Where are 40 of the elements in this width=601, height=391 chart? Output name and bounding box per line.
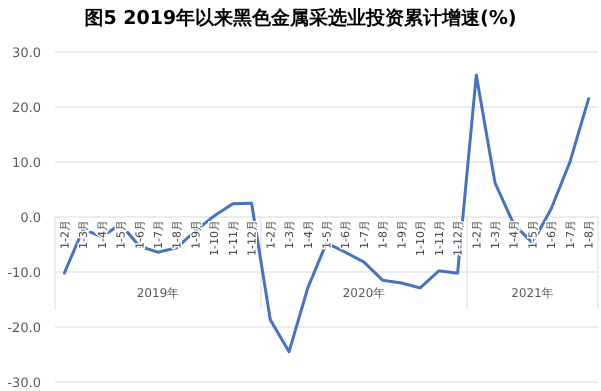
- x-tick-label: 1-12月: [246, 220, 259, 256]
- y-tick-label: -30.0: [7, 376, 41, 391]
- x-tick-label: 1-9月: [395, 220, 408, 249]
- x-tick-label: 1-7月: [358, 220, 371, 249]
- x-tick-label: 1-2月: [264, 220, 278, 249]
- x-tick-label: 1-9月: [189, 220, 202, 249]
- x-tick-label: 1-11月: [226, 220, 240, 256]
- x-tick-label: 1-2月: [58, 220, 72, 249]
- x-tick-label: 1-5月: [320, 220, 334, 249]
- x-tick-label: 1-6月: [545, 220, 558, 249]
- x-tick-label: 1-4月: [96, 220, 109, 249]
- y-tick-label: 20.0: [12, 101, 41, 116]
- x-tick-label: 1-2月: [470, 220, 484, 249]
- y-tick-label: -10.0: [7, 266, 41, 281]
- x-tick-label: 1-3月: [283, 220, 296, 249]
- x-tick-label: 1-6月: [339, 220, 352, 249]
- annotation: 2019年: [136, 286, 180, 300]
- x-tick-label: 1-7月: [564, 220, 577, 249]
- x-tick-label: 1-8月: [170, 220, 184, 249]
- y-tick-label: 30.0: [12, 46, 41, 61]
- x-tick-label: 1-10月: [208, 220, 222, 256]
- x-tick-label: 1-12月: [452, 220, 465, 256]
- annotation: 2020年: [342, 286, 386, 300]
- x-tick-label: 1-5月: [526, 220, 540, 249]
- x-tick-label: 1-6月: [133, 220, 146, 249]
- x-tick-label: 1-3月: [489, 220, 502, 249]
- chart-title: 图5 2019年以来黑色金属采选业投资累计增速(%): [84, 7, 517, 29]
- x-tick-label: 1-3月: [77, 220, 90, 249]
- x-tick-label: 1-7月: [152, 220, 165, 249]
- y-tick-label: 10.0: [12, 156, 41, 171]
- x-tick-label: 1-8月: [376, 220, 390, 249]
- x-tick-label: 1-4月: [508, 220, 521, 249]
- y-tick-label: -20.0: [7, 321, 41, 336]
- x-tick-label: 1-5月: [114, 220, 128, 249]
- annotation: 2021年: [511, 286, 554, 300]
- x-tick-label: 1-8月: [582, 220, 596, 249]
- x-tick-label: 1-10月: [414, 220, 428, 256]
- x-tick-label: 1-4月: [302, 220, 315, 249]
- y-tick-label: 0.0: [20, 211, 41, 226]
- x-tick-label: 1-11月: [432, 220, 446, 256]
